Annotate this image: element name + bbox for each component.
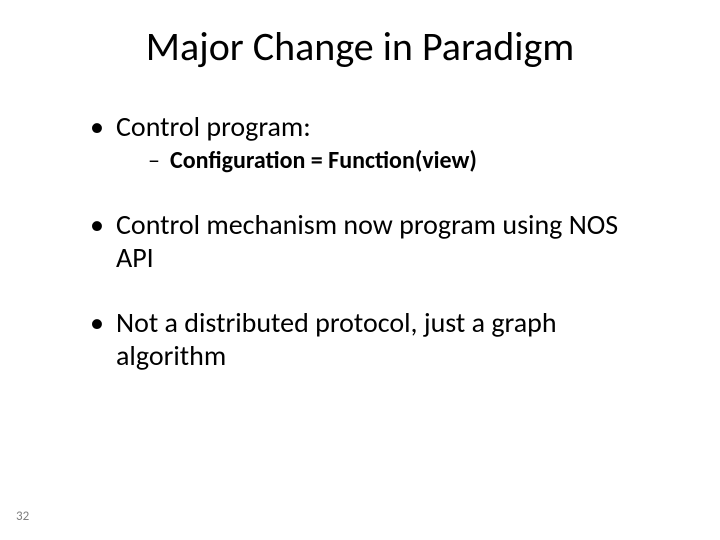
sub-bullet-list: Configuration = Function(view) (116, 147, 650, 176)
slide-body: Control program: Configuration = Functio… (90, 110, 650, 404)
page-number: 32 (16, 509, 29, 524)
slide: Major Change in Paradigm Control program… (0, 0, 720, 540)
bullet-text: Control mechanism now program using NOS … (116, 207, 618, 275)
bullet-item: Control mechanism now program using NOS … (90, 208, 650, 274)
bullet-text: Not a distributed protocol, just a graph… (116, 305, 557, 373)
sub-bullet-text: Configuration = Function(view) (170, 146, 477, 175)
bullet-text: Control program: (116, 109, 311, 144)
sub-bullet-item: Configuration = Function(view) (148, 147, 650, 176)
slide-title: Major Change in Paradigm (0, 22, 720, 71)
bullet-list: Control program: Configuration = Functio… (90, 110, 650, 372)
bullet-item: Control program: Configuration = Functio… (90, 110, 650, 176)
bullet-item: Not a distributed protocol, just a graph… (90, 306, 650, 372)
